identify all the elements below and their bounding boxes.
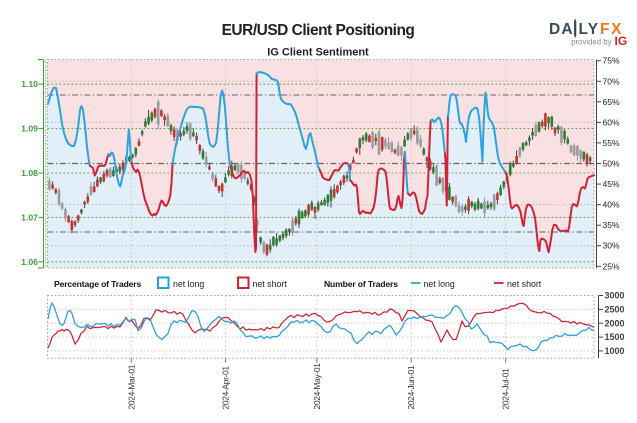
svg-text:40%: 40% bbox=[603, 200, 620, 210]
svg-text:60%: 60% bbox=[603, 117, 620, 127]
svg-text:IG: IG bbox=[615, 34, 628, 48]
svg-text:2024-Jul-01: 2024-Jul-01 bbox=[501, 368, 511, 410]
svg-text:1.07: 1.07 bbox=[21, 212, 38, 222]
svg-text:65%: 65% bbox=[603, 97, 620, 107]
svg-text:2024-Jun-01: 2024-Jun-01 bbox=[406, 365, 416, 409]
svg-text:55%: 55% bbox=[603, 138, 620, 148]
svg-text:DA: DA bbox=[549, 21, 574, 38]
svg-text:1500: 1500 bbox=[605, 332, 625, 342]
svg-text:1.08: 1.08 bbox=[21, 168, 38, 178]
svg-text:provided by: provided by bbox=[571, 38, 611, 47]
svg-text:net short: net short bbox=[507, 279, 542, 289]
svg-text:Percentage of Traders: Percentage of Traders bbox=[54, 279, 141, 289]
svg-text:2024-May-01: 2024-May-01 bbox=[312, 363, 322, 410]
svg-text:net long: net long bbox=[424, 279, 455, 289]
svg-text:EUR/USD Client Positioning: EUR/USD Client Positioning bbox=[222, 22, 415, 39]
svg-text:net short: net short bbox=[253, 279, 288, 289]
svg-text:3000: 3000 bbox=[605, 291, 625, 301]
svg-text:2000: 2000 bbox=[605, 318, 625, 328]
svg-text:FX: FX bbox=[600, 21, 623, 38]
svg-text:1.10: 1.10 bbox=[21, 79, 38, 89]
svg-text:net long: net long bbox=[173, 279, 204, 289]
svg-text:1.06: 1.06 bbox=[21, 257, 38, 267]
svg-text:1.09: 1.09 bbox=[21, 124, 38, 134]
svg-text:IG Client Sentiment: IG Client Sentiment bbox=[267, 47, 369, 59]
svg-text:45%: 45% bbox=[603, 179, 620, 189]
svg-text:35%: 35% bbox=[603, 220, 620, 230]
svg-text:2024-Apr-01: 2024-Apr-01 bbox=[221, 366, 231, 410]
svg-text:70%: 70% bbox=[603, 76, 620, 86]
svg-text:1000: 1000 bbox=[605, 346, 625, 356]
svg-text:2500: 2500 bbox=[605, 305, 625, 315]
svg-text:75%: 75% bbox=[603, 56, 620, 66]
svg-text:Number of Traders: Number of Traders bbox=[324, 279, 398, 289]
svg-text:LY: LY bbox=[579, 21, 600, 38]
svg-text:30%: 30% bbox=[603, 241, 620, 251]
svg-text:2024-Mar-01: 2024-Mar-01 bbox=[126, 364, 136, 409]
svg-text:25%: 25% bbox=[603, 261, 620, 271]
svg-text:50%: 50% bbox=[603, 159, 620, 169]
